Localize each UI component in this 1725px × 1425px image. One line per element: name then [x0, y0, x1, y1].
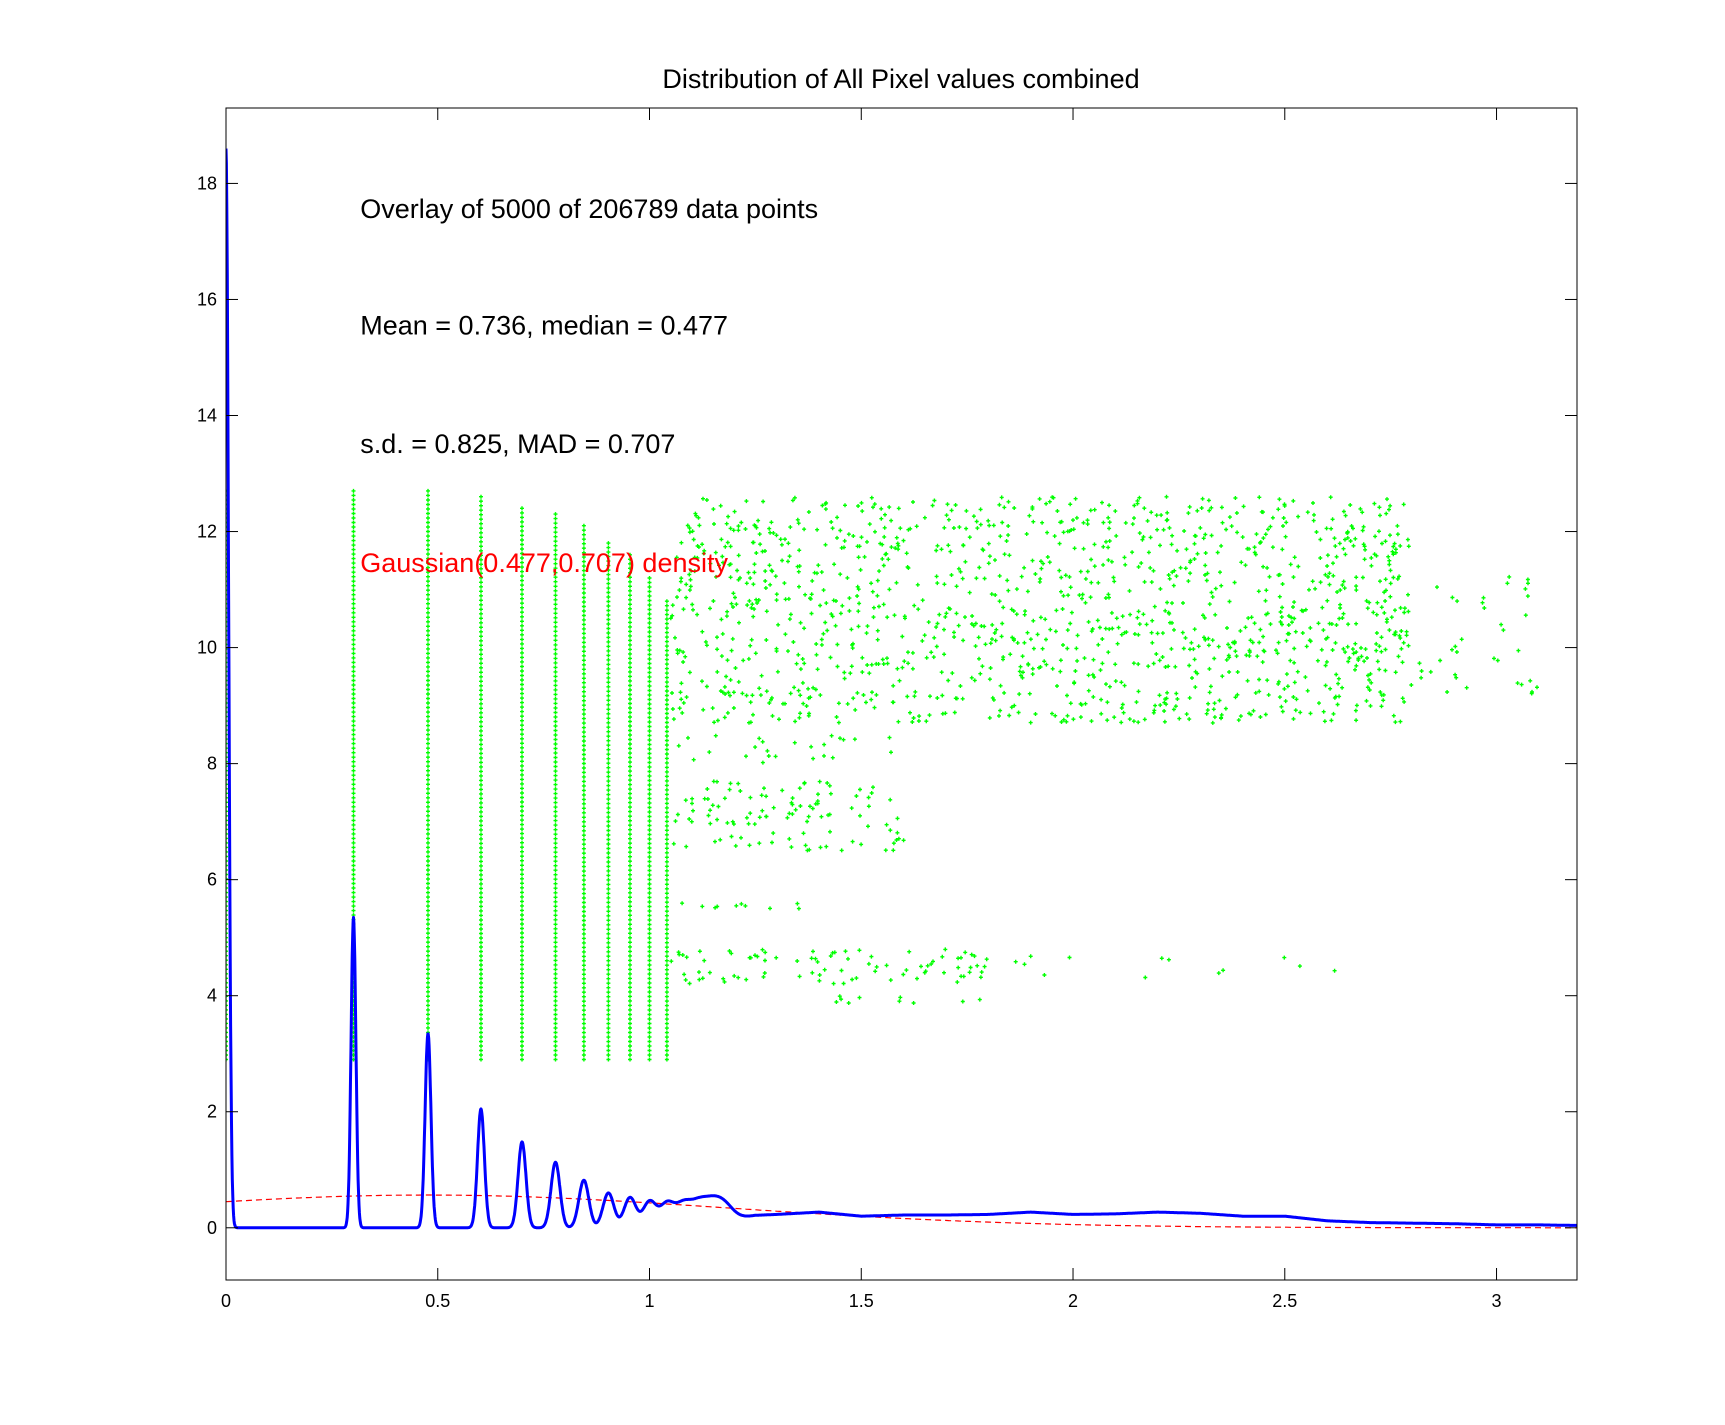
x-tick-label: 2.5	[1272, 1291, 1297, 1311]
y-tick-label: 8	[207, 754, 217, 774]
x-tick-label: 1.5	[849, 1291, 874, 1311]
empirical-density-layer	[226, 148, 1577, 1230]
y-axis: 0 2 4 6 8 10 12 14 16 18	[197, 173, 1577, 1238]
chart-title: Distribution of All Pixel values combine…	[662, 64, 1139, 94]
y-tick-label: 12	[197, 522, 217, 542]
y-tick-label: 14	[197, 406, 217, 426]
gaussian-density-layer	[226, 1194, 1577, 1229]
x-tick-label: 1	[645, 1291, 655, 1311]
x-tick-label: 0.5	[425, 1291, 450, 1311]
x-tick-label: 3	[1492, 1291, 1502, 1311]
scatter-points	[226, 488, 1539, 1062]
axes-frame	[225, 107, 1578, 1281]
annotation-text: Mean = 0.736, median = 0.477	[360, 310, 728, 340]
plot-area	[226, 108, 1577, 1280]
y-tick-label: 2	[207, 1102, 217, 1122]
y-tick-label: 10	[197, 638, 217, 658]
scatter-overlay	[226, 488, 1539, 1062]
y-tick-label: 0	[207, 1218, 217, 1238]
annotation-text: s.d. = 0.825, MAD = 0.707	[360, 429, 675, 459]
y-tick-label: 18	[197, 173, 217, 193]
y-tick-label: 16	[197, 289, 217, 309]
x-tick-label: 2	[1068, 1291, 1078, 1311]
annotations: Overlay of 5000 of 206789 data points Mea…	[360, 194, 818, 578]
annotation-text: Overlay of 5000 of 206789 data points	[360, 194, 818, 224]
y-tick-label: 6	[207, 870, 217, 890]
x-axis: 0 0.5 1 1.5 2 2.5 3	[221, 108, 1502, 1311]
gaussian-density-line	[226, 1194, 1577, 1229]
empirical-density-line	[226, 148, 1577, 1230]
y-tick-label: 4	[207, 986, 217, 1006]
annotation-text: Gaussian(0.477,0.707) density	[360, 548, 728, 578]
x-tick-label: 0	[221, 1291, 231, 1311]
